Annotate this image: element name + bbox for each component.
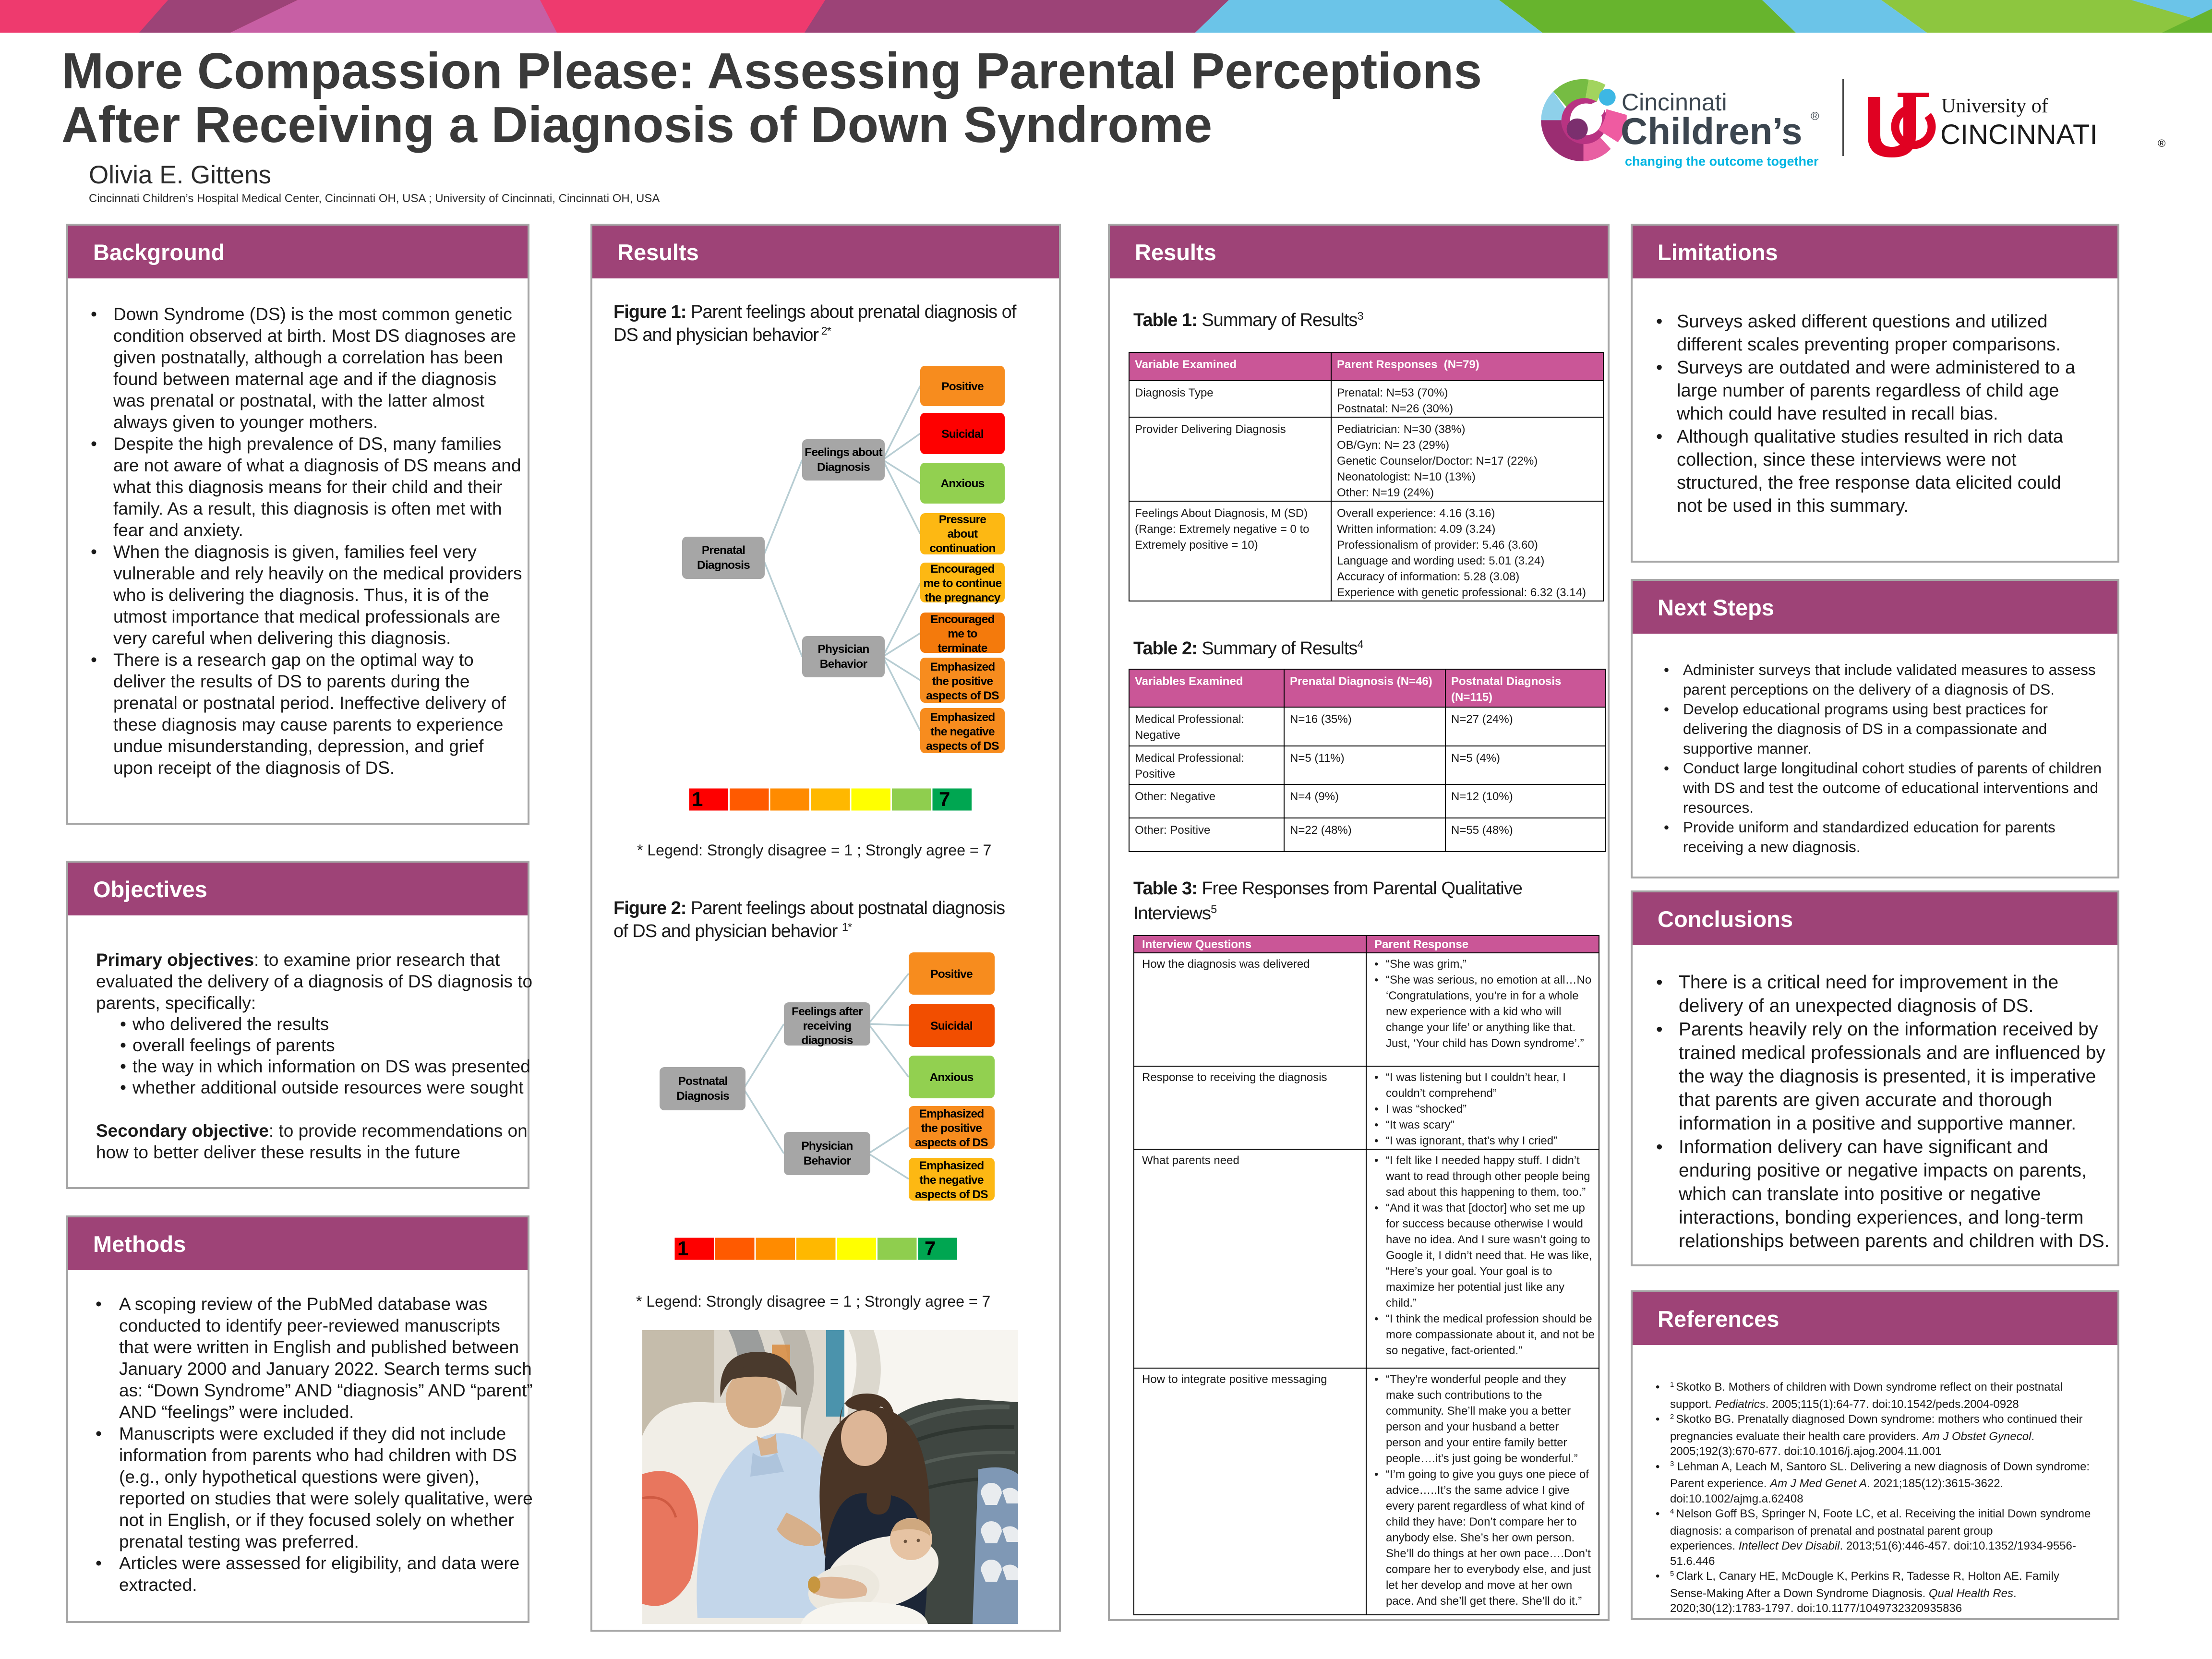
svg-text:aspects of DS: aspects of DS <box>915 1136 988 1149</box>
svg-text:the pregnancy: the pregnancy <box>925 591 1000 604</box>
svg-text:University of: University of <box>1941 95 2048 117</box>
svg-text:Pressure: Pressure <box>939 513 986 526</box>
svg-text:Physician: Physician <box>801 1140 853 1153</box>
svg-text:terminate: terminate <box>938 642 987 655</box>
svg-text:Diagnosis: Diagnosis <box>697 559 750 572</box>
svg-text:Postnatal: Postnatal <box>678 1075 727 1088</box>
svg-text:®: ® <box>2158 137 2165 149</box>
svg-text:Cincinnati: Cincinnati <box>1622 89 1727 116</box>
svg-text:Emphasized: Emphasized <box>919 1159 984 1172</box>
svg-text:me to continue: me to continue <box>923 577 1001 590</box>
svg-text:Encouraged: Encouraged <box>930 563 995 576</box>
svg-text:Diagnosis: Diagnosis <box>817 461 870 474</box>
svg-text:Feelings after: Feelings after <box>792 1005 863 1018</box>
svg-text:me to: me to <box>948 627 977 640</box>
svg-text:Prenatal: Prenatal <box>702 544 745 557</box>
svg-text:Children’s: Children’s <box>1621 110 1803 152</box>
svg-text:CINCINNATI: CINCINNATI <box>1940 119 2098 150</box>
svg-text:1: 1 <box>677 1237 688 1260</box>
svg-text:1: 1 <box>692 788 703 810</box>
svg-text:Suicidal: Suicidal <box>930 1020 973 1033</box>
svg-text:Encouraged: Encouraged <box>930 613 995 626</box>
svg-text:Feelings about: Feelings about <box>805 446 882 459</box>
svg-text:changing the outcome together: changing the outcome together <box>1625 154 1819 168</box>
svg-text:receiving: receiving <box>803 1020 851 1033</box>
svg-text:Emphasized: Emphasized <box>930 661 995 673</box>
svg-text:®: ® <box>1811 110 1819 123</box>
svg-text:Diagnosis: Diagnosis <box>676 1090 729 1103</box>
svg-text:aspects of DS: aspects of DS <box>926 740 999 753</box>
svg-text:Anxious: Anxious <box>929 1071 973 1084</box>
svg-text:continuation: continuation <box>929 542 995 555</box>
svg-text:Suicidal: Suicidal <box>941 428 984 441</box>
svg-text:Physician: Physician <box>817 643 869 656</box>
svg-text:the negative: the negative <box>919 1174 984 1187</box>
svg-text:the positive: the positive <box>921 1122 982 1135</box>
svg-text:Positive: Positive <box>941 380 984 393</box>
svg-text:7: 7 <box>925 1237 936 1260</box>
svg-text:the negative: the negative <box>930 725 995 738</box>
svg-text:7: 7 <box>939 788 950 810</box>
svg-text:Emphasized: Emphasized <box>930 711 995 724</box>
svg-text:the positive: the positive <box>932 675 993 688</box>
svg-text:aspects of DS: aspects of DS <box>915 1188 988 1201</box>
svg-text:Anxious: Anxious <box>940 477 984 490</box>
svg-text:aspects of DS: aspects of DS <box>926 689 999 702</box>
svg-text:Behavior: Behavior <box>820 658 868 671</box>
svg-text:about: about <box>948 528 978 541</box>
svg-text:Positive: Positive <box>930 968 973 981</box>
svg-text:Behavior: Behavior <box>804 1154 852 1167</box>
svg-text:Emphasized: Emphasized <box>919 1107 984 1120</box>
svg-text:diagnosis: diagnosis <box>801 1034 853 1047</box>
